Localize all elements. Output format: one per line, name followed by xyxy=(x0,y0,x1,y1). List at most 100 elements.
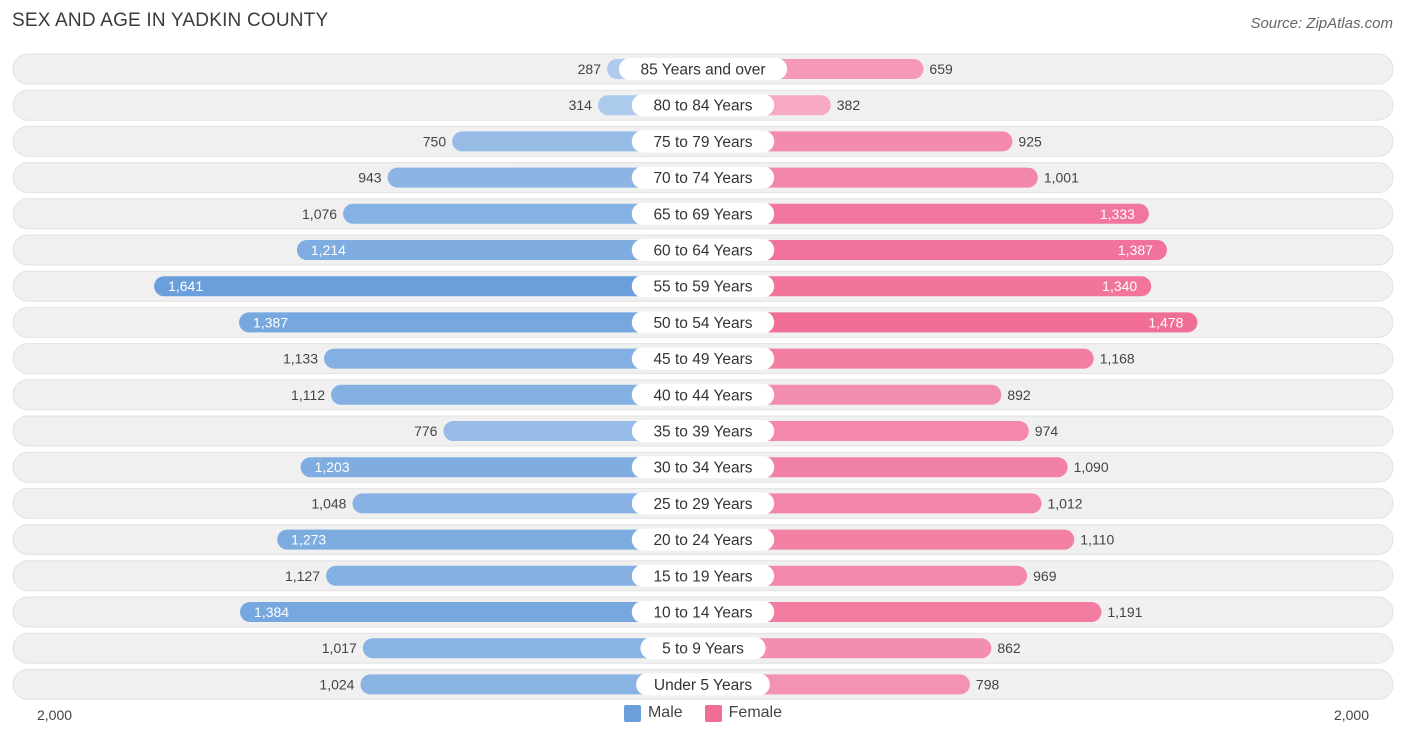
male-value-label: 776 xyxy=(414,423,438,439)
male-value-label: 314 xyxy=(569,97,593,113)
male-bar[interactable] xyxy=(343,203,703,224)
male-bar[interactable] xyxy=(296,240,703,260)
category-label-pill xyxy=(631,420,775,442)
category-label-pill xyxy=(636,673,770,696)
male-bar[interactable] xyxy=(331,384,703,405)
female-bar[interactable] xyxy=(703,421,1029,441)
category-label-pill xyxy=(631,492,775,515)
category-label-pill xyxy=(618,58,788,80)
category-label: 30 to 34 Years xyxy=(653,460,752,477)
male-value-label: 1,641 xyxy=(168,278,203,294)
category-label-pill xyxy=(640,637,766,660)
category-label: 55 to 59 Years xyxy=(653,279,752,296)
category-label: Under 5 Years xyxy=(654,677,752,694)
category-label: 60 to 64 Years xyxy=(653,243,752,260)
legend-item-male[interactable]: Male xyxy=(623,704,683,722)
female-bar[interactable] xyxy=(703,565,1028,586)
male-value-label: 1,076 xyxy=(302,206,337,222)
female-bar[interactable] xyxy=(703,457,1068,478)
male-value-label: 1,384 xyxy=(254,604,289,620)
male-value-label: 1,112 xyxy=(291,387,325,403)
category-label-pill xyxy=(631,528,775,551)
category-label: 45 to 49 Years xyxy=(653,351,752,368)
female-bar[interactable] xyxy=(703,638,992,659)
female-value-label: 1,012 xyxy=(1048,495,1083,511)
female-value-label: 798 xyxy=(976,676,1000,692)
female-bar[interactable] xyxy=(703,203,1149,224)
category-label-pill xyxy=(631,202,775,225)
male-bar[interactable] xyxy=(360,674,703,695)
male-value-label: 943 xyxy=(358,170,382,186)
female-value-label: 1,090 xyxy=(1074,459,1109,475)
female-bar[interactable] xyxy=(703,602,1102,622)
category-label-pill xyxy=(631,130,775,153)
category-label-pill xyxy=(631,564,775,587)
male-bar[interactable] xyxy=(154,276,703,297)
female-bar[interactable] xyxy=(703,674,970,695)
population-pyramid-chart: 287 659 85 Years and over 314 382 80 to 84 Ye… xyxy=(12,53,1394,700)
female-value-label: 659 xyxy=(929,61,953,77)
male-bar[interactable] xyxy=(300,457,703,478)
female-value-label: 1,110 xyxy=(1080,532,1114,548)
category-label: 85 Years and over xyxy=(641,62,766,79)
female-bar[interactable] xyxy=(703,167,1038,188)
female-value-label: 862 xyxy=(997,640,1021,656)
category-label-pill xyxy=(631,239,775,261)
category-label: 65 to 69 Years xyxy=(653,206,752,223)
category-label-pill xyxy=(631,275,775,298)
legend-item-female[interactable]: Female xyxy=(704,704,783,722)
male-value-label: 1,017 xyxy=(322,640,357,656)
category-label: 80 to 84 Years xyxy=(653,98,752,115)
female-bar[interactable] xyxy=(703,348,1094,369)
male-value-label: 750 xyxy=(423,133,447,149)
female-bar[interactable] xyxy=(703,384,1002,405)
category-label: 20 to 24 Years xyxy=(653,532,752,549)
male-value-label: 1,048 xyxy=(311,495,346,511)
legend: Male Female xyxy=(0,704,1406,722)
male-value-label: 1,214 xyxy=(311,242,346,258)
source-label: Source: ZipAtlas.com xyxy=(1250,15,1393,32)
male-bar[interactable] xyxy=(324,348,703,369)
category-label: 10 to 14 Years xyxy=(653,605,752,622)
category-label: 50 to 54 Years xyxy=(653,315,752,332)
male-bar[interactable] xyxy=(362,638,703,659)
male-bar[interactable] xyxy=(326,565,703,586)
male-bar[interactable] xyxy=(277,529,703,550)
category-label-pill xyxy=(631,456,775,479)
category-label: 75 to 79 Years xyxy=(653,134,752,151)
category-label-pill xyxy=(631,94,775,117)
male-bar[interactable] xyxy=(387,167,703,188)
category-label: 40 to 44 Years xyxy=(653,387,752,404)
female-value-label: 382 xyxy=(837,97,861,113)
male-bar[interactable] xyxy=(239,312,703,333)
female-bar[interactable] xyxy=(703,276,1152,297)
female-value-label: 969 xyxy=(1033,568,1057,584)
male-value-label: 1,024 xyxy=(319,676,354,692)
female-value-label: 1,340 xyxy=(1102,278,1137,294)
female-bar[interactable] xyxy=(703,312,1198,333)
female-bar[interactable] xyxy=(703,240,1167,260)
category-label: 35 to 39 Years xyxy=(653,424,752,441)
female-value-label: 1,191 xyxy=(1107,604,1142,620)
axis-right-label: 2,000 xyxy=(1333,707,1369,723)
female-value-label: 1,168 xyxy=(1100,351,1135,367)
legend-male-label: Male xyxy=(647,704,683,721)
female-value-label: 1,001 xyxy=(1044,170,1079,186)
axis-left-label: 2,000 xyxy=(37,707,73,723)
female-bar[interactable] xyxy=(703,493,1042,514)
male-value-label: 287 xyxy=(578,61,602,77)
category-label-pill xyxy=(631,347,775,370)
female-bar[interactable] xyxy=(703,131,1013,152)
chart-title: SEX AND AGE IN YADKIN COUNTY xyxy=(12,10,329,31)
female-bar[interactable] xyxy=(703,529,1075,550)
male-bar[interactable] xyxy=(240,602,703,622)
category-label-pill xyxy=(631,601,775,623)
male-value-label: 1,133 xyxy=(283,351,318,367)
legend-female-label: Female xyxy=(728,704,783,721)
female-value-label: 925 xyxy=(1018,133,1042,149)
male-bar[interactable] xyxy=(352,493,703,514)
female-value-label: 1,478 xyxy=(1148,314,1183,330)
male-value-label: 1,127 xyxy=(285,568,320,584)
female-swatch-icon xyxy=(704,704,722,722)
category-label-pill xyxy=(631,383,775,406)
